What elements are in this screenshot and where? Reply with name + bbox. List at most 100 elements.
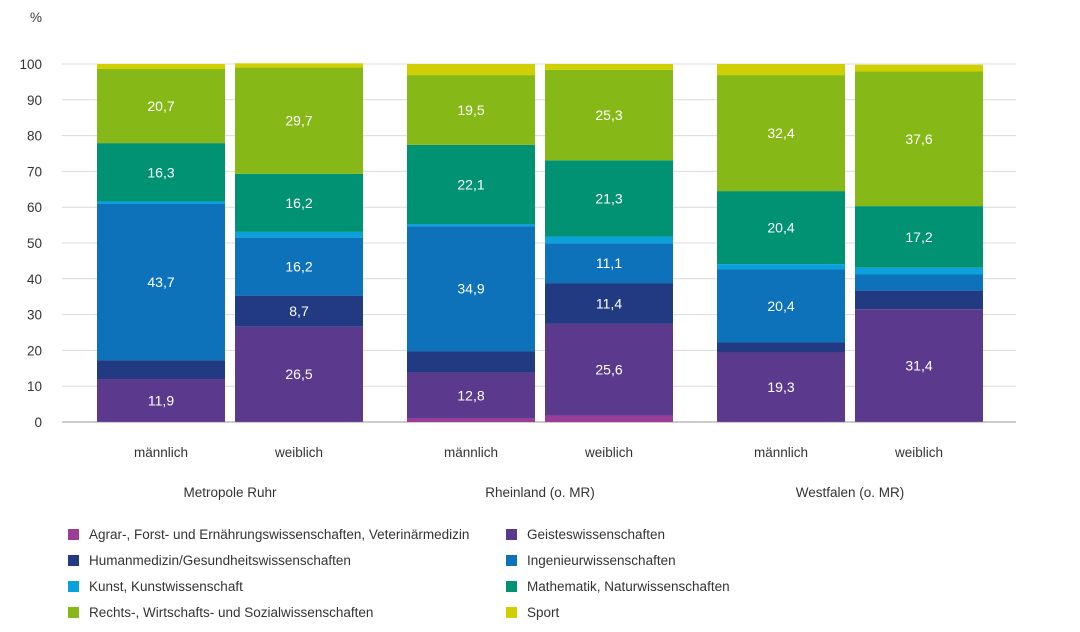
x-tick-label: weiblich xyxy=(894,445,943,460)
data-label: 32,4 xyxy=(767,125,794,141)
bar-segment xyxy=(717,191,845,265)
x-tick-label: weiblich xyxy=(584,445,633,460)
y-tick-label: 90 xyxy=(27,93,42,108)
group-label: Metropole Ruhr xyxy=(183,485,277,500)
data-label: 19,5 xyxy=(457,102,484,118)
y-tick-label: 50 xyxy=(27,236,42,251)
legend-item: Ingenieurwissenschaften xyxy=(506,552,806,569)
data-label: 16,2 xyxy=(285,259,312,275)
legend-label: Agrar-, Forst- und Ernährungswissenschaf… xyxy=(89,527,470,542)
data-label: 25,3 xyxy=(595,107,622,123)
bar-segment xyxy=(717,342,845,353)
legend-item: Rechts-, Wirtschafts- und Sozialwissensc… xyxy=(68,604,506,621)
data-label: 43,7 xyxy=(147,274,174,290)
bar-segment xyxy=(407,144,535,225)
bar-segment xyxy=(97,201,225,204)
legend-swatch xyxy=(506,581,517,592)
x-tick-label: männlich xyxy=(444,445,498,460)
legend-item: Geisteswissenschaften xyxy=(506,526,806,543)
bar-segment xyxy=(97,143,225,202)
x-tick-label: weiblich xyxy=(274,445,323,460)
bar-segment xyxy=(97,203,225,361)
bar-segment xyxy=(97,69,225,144)
y-tick-label: 0 xyxy=(34,415,42,430)
bar-segment xyxy=(407,64,535,76)
bar-segment xyxy=(407,226,535,352)
bar-segment xyxy=(855,267,983,275)
legend-label: Sport xyxy=(527,605,560,620)
legend-item: Sport xyxy=(506,604,806,621)
bar-segment xyxy=(407,418,535,422)
y-tick-label: 70 xyxy=(27,164,42,179)
data-label: 26,5 xyxy=(285,366,312,382)
legend-label: Kunst, Kunstwissenschaft xyxy=(89,579,243,594)
bar-segment xyxy=(545,236,673,244)
bar-segment xyxy=(235,237,363,296)
data-label: 31,4 xyxy=(905,357,932,373)
y-tick-label: 80 xyxy=(27,129,42,144)
data-label: 11,4 xyxy=(596,296,622,312)
bar-segment xyxy=(855,274,983,291)
data-label: 22,1 xyxy=(457,176,484,192)
bar-segment xyxy=(97,360,225,380)
data-label: 11,9 xyxy=(148,392,174,408)
data-label: 11,1 xyxy=(596,255,622,271)
bar-segment xyxy=(235,326,363,422)
y-tick-label: 20 xyxy=(27,343,42,358)
data-label: 37,6 xyxy=(905,131,932,147)
y-tick-label: 40 xyxy=(27,272,42,287)
bar-segment xyxy=(235,63,363,68)
legend-swatch xyxy=(506,607,517,618)
data-label: 12,8 xyxy=(457,388,484,404)
legend-swatch xyxy=(68,529,79,540)
y-tick-label: 30 xyxy=(27,308,42,323)
bar-segment xyxy=(545,69,673,161)
legend-item: Kunst, Kunstwissenschaft xyxy=(68,578,506,595)
legend-label: Humanmedizin/Gesundheitswissenschaften xyxy=(89,553,351,568)
legend-item: Mathematik, Naturwissenschaften xyxy=(506,578,806,595)
bar-segment xyxy=(545,64,673,70)
bar-segment xyxy=(545,283,673,324)
legend-item: Humanmedizin/Gesundheitswissenschaften xyxy=(68,552,506,569)
legend-item: Agrar-, Forst- und Ernährungswissenschaf… xyxy=(68,526,506,543)
data-label: 16,2 xyxy=(285,195,312,211)
bar-segment xyxy=(545,243,673,284)
legend-swatch xyxy=(68,555,79,566)
legend-swatch xyxy=(68,607,79,618)
bar-segment xyxy=(717,352,845,422)
y-tick-label: 100 xyxy=(19,57,42,72)
y-tick-label: 60 xyxy=(27,200,42,215)
bar-segment xyxy=(717,264,845,270)
legend-label: Rechts-, Wirtschafts- und Sozialwissensc… xyxy=(89,605,374,620)
y-tick-label: 10 xyxy=(27,379,42,394)
y-axis-unit-label: % xyxy=(30,10,42,25)
x-tick-label: männlich xyxy=(754,445,808,460)
bar-segment xyxy=(717,269,845,343)
data-label: 21,3 xyxy=(595,190,622,206)
bar-segment xyxy=(235,231,363,238)
bar-segment xyxy=(235,295,363,327)
bar-segment xyxy=(855,290,983,310)
legend-label: Ingenieurwissenschaften xyxy=(527,553,676,568)
bar-segment xyxy=(407,372,535,419)
data-label: 19,3 xyxy=(767,379,794,395)
legend-swatch xyxy=(506,555,517,566)
bar-segment xyxy=(545,323,673,416)
bar-segment xyxy=(717,64,845,76)
data-label: 20,4 xyxy=(767,298,794,314)
bar-segment xyxy=(235,67,363,174)
bar-segment xyxy=(97,379,225,422)
bar-segment xyxy=(545,415,673,422)
x-tick-label: männlich xyxy=(134,445,188,460)
legend-label: Mathematik, Naturwissenschaften xyxy=(527,579,730,594)
data-label: 8,7 xyxy=(289,303,309,319)
data-label: 20,4 xyxy=(767,220,794,236)
bar-segment xyxy=(855,64,983,72)
data-label: 34,9 xyxy=(457,281,484,297)
bar-segment xyxy=(545,160,673,237)
data-label: 29,7 xyxy=(285,113,312,129)
bar-segment xyxy=(407,224,535,227)
bar-segment xyxy=(407,351,535,373)
bar-segment xyxy=(717,75,845,192)
